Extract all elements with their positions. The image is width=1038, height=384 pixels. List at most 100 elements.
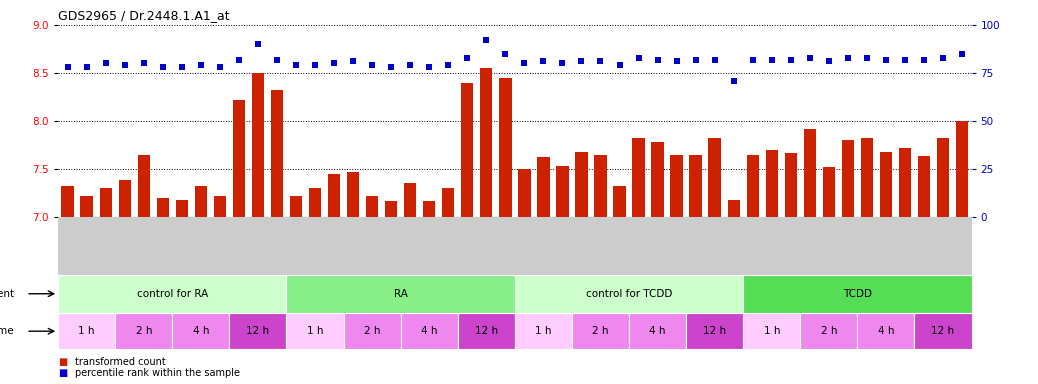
Bar [743, 275, 972, 313]
Bar [424, 201, 435, 217]
Text: 1 h: 1 h [79, 326, 94, 336]
Point [383, 64, 400, 70]
Bar [880, 152, 892, 217]
Point [744, 56, 761, 63]
Text: 4 h: 4 h [878, 326, 894, 336]
Bar [595, 155, 606, 217]
Bar [309, 188, 321, 217]
Point [516, 60, 532, 66]
Point [155, 64, 171, 70]
Point [858, 55, 875, 61]
Point [98, 60, 114, 66]
Bar [347, 172, 359, 217]
Point [364, 62, 381, 68]
Point [307, 62, 324, 68]
Text: control for TCDD: control for TCDD [585, 289, 673, 299]
Bar [918, 157, 930, 217]
Text: ■: ■ [58, 357, 67, 367]
Bar [81, 196, 92, 217]
Point [726, 78, 742, 84]
Point [878, 56, 895, 63]
Point [687, 56, 704, 63]
Point [193, 62, 210, 68]
Point [79, 64, 95, 70]
Bar [766, 150, 777, 217]
Bar [632, 138, 645, 217]
Bar [214, 196, 226, 217]
Bar [857, 313, 914, 349]
Bar [138, 155, 149, 217]
Point [592, 58, 608, 65]
Point [497, 51, 514, 57]
Text: 12 h: 12 h [246, 326, 270, 336]
Point [536, 58, 552, 65]
Text: percentile rank within the sample: percentile rank within the sample [75, 368, 240, 378]
Bar [743, 313, 800, 349]
Bar [515, 313, 572, 349]
Point [821, 58, 838, 65]
Bar [518, 169, 530, 217]
Text: 12 h: 12 h [703, 326, 727, 336]
Text: TCDD: TCDD [843, 289, 872, 299]
Bar [538, 157, 549, 217]
Bar [572, 313, 629, 349]
Point [611, 62, 628, 68]
Point [706, 56, 722, 63]
Text: 2 h: 2 h [821, 326, 837, 336]
Bar [58, 313, 115, 349]
Bar [515, 275, 743, 313]
Bar [442, 188, 455, 217]
Bar [686, 313, 743, 349]
Point [421, 64, 438, 70]
Text: 4 h: 4 h [650, 326, 665, 336]
Bar [172, 313, 229, 349]
Text: 2 h: 2 h [136, 326, 152, 336]
Point [59, 64, 76, 70]
Bar [499, 78, 512, 217]
Bar [328, 174, 340, 217]
Bar [613, 186, 626, 217]
Bar [823, 167, 835, 217]
Bar [175, 200, 188, 217]
Point [916, 56, 932, 63]
Point [212, 64, 228, 70]
Point [897, 56, 913, 63]
Bar [100, 188, 112, 217]
Bar [286, 313, 344, 349]
Point [477, 37, 494, 43]
Point [801, 55, 818, 61]
Text: transformed count: transformed count [75, 357, 165, 367]
Point [402, 62, 418, 68]
Bar [785, 153, 797, 217]
Bar [286, 275, 515, 313]
Text: 1 h: 1 h [764, 326, 780, 336]
Bar [914, 313, 972, 349]
Text: control for RA: control for RA [137, 289, 208, 299]
Bar [671, 155, 683, 217]
Text: ■: ■ [58, 368, 67, 378]
Bar [252, 73, 264, 217]
Point [249, 41, 266, 47]
Bar [575, 152, 588, 217]
Text: 12 h: 12 h [474, 326, 498, 336]
Text: time: time [0, 326, 15, 336]
Point [116, 62, 133, 68]
Bar [861, 138, 873, 217]
Bar [803, 129, 816, 217]
Point [668, 58, 685, 65]
Point [135, 60, 153, 66]
Bar [366, 196, 378, 217]
Bar [61, 186, 74, 217]
Bar [709, 138, 720, 217]
Bar [58, 275, 286, 313]
Bar [290, 196, 302, 217]
Bar [556, 166, 569, 217]
Text: RA: RA [393, 289, 408, 299]
Point [573, 58, 590, 65]
Text: 12 h: 12 h [931, 326, 955, 336]
Point [783, 56, 799, 63]
Point [764, 56, 781, 63]
Text: 1 h: 1 h [536, 326, 551, 336]
Bar [800, 313, 857, 349]
Bar [956, 121, 968, 217]
